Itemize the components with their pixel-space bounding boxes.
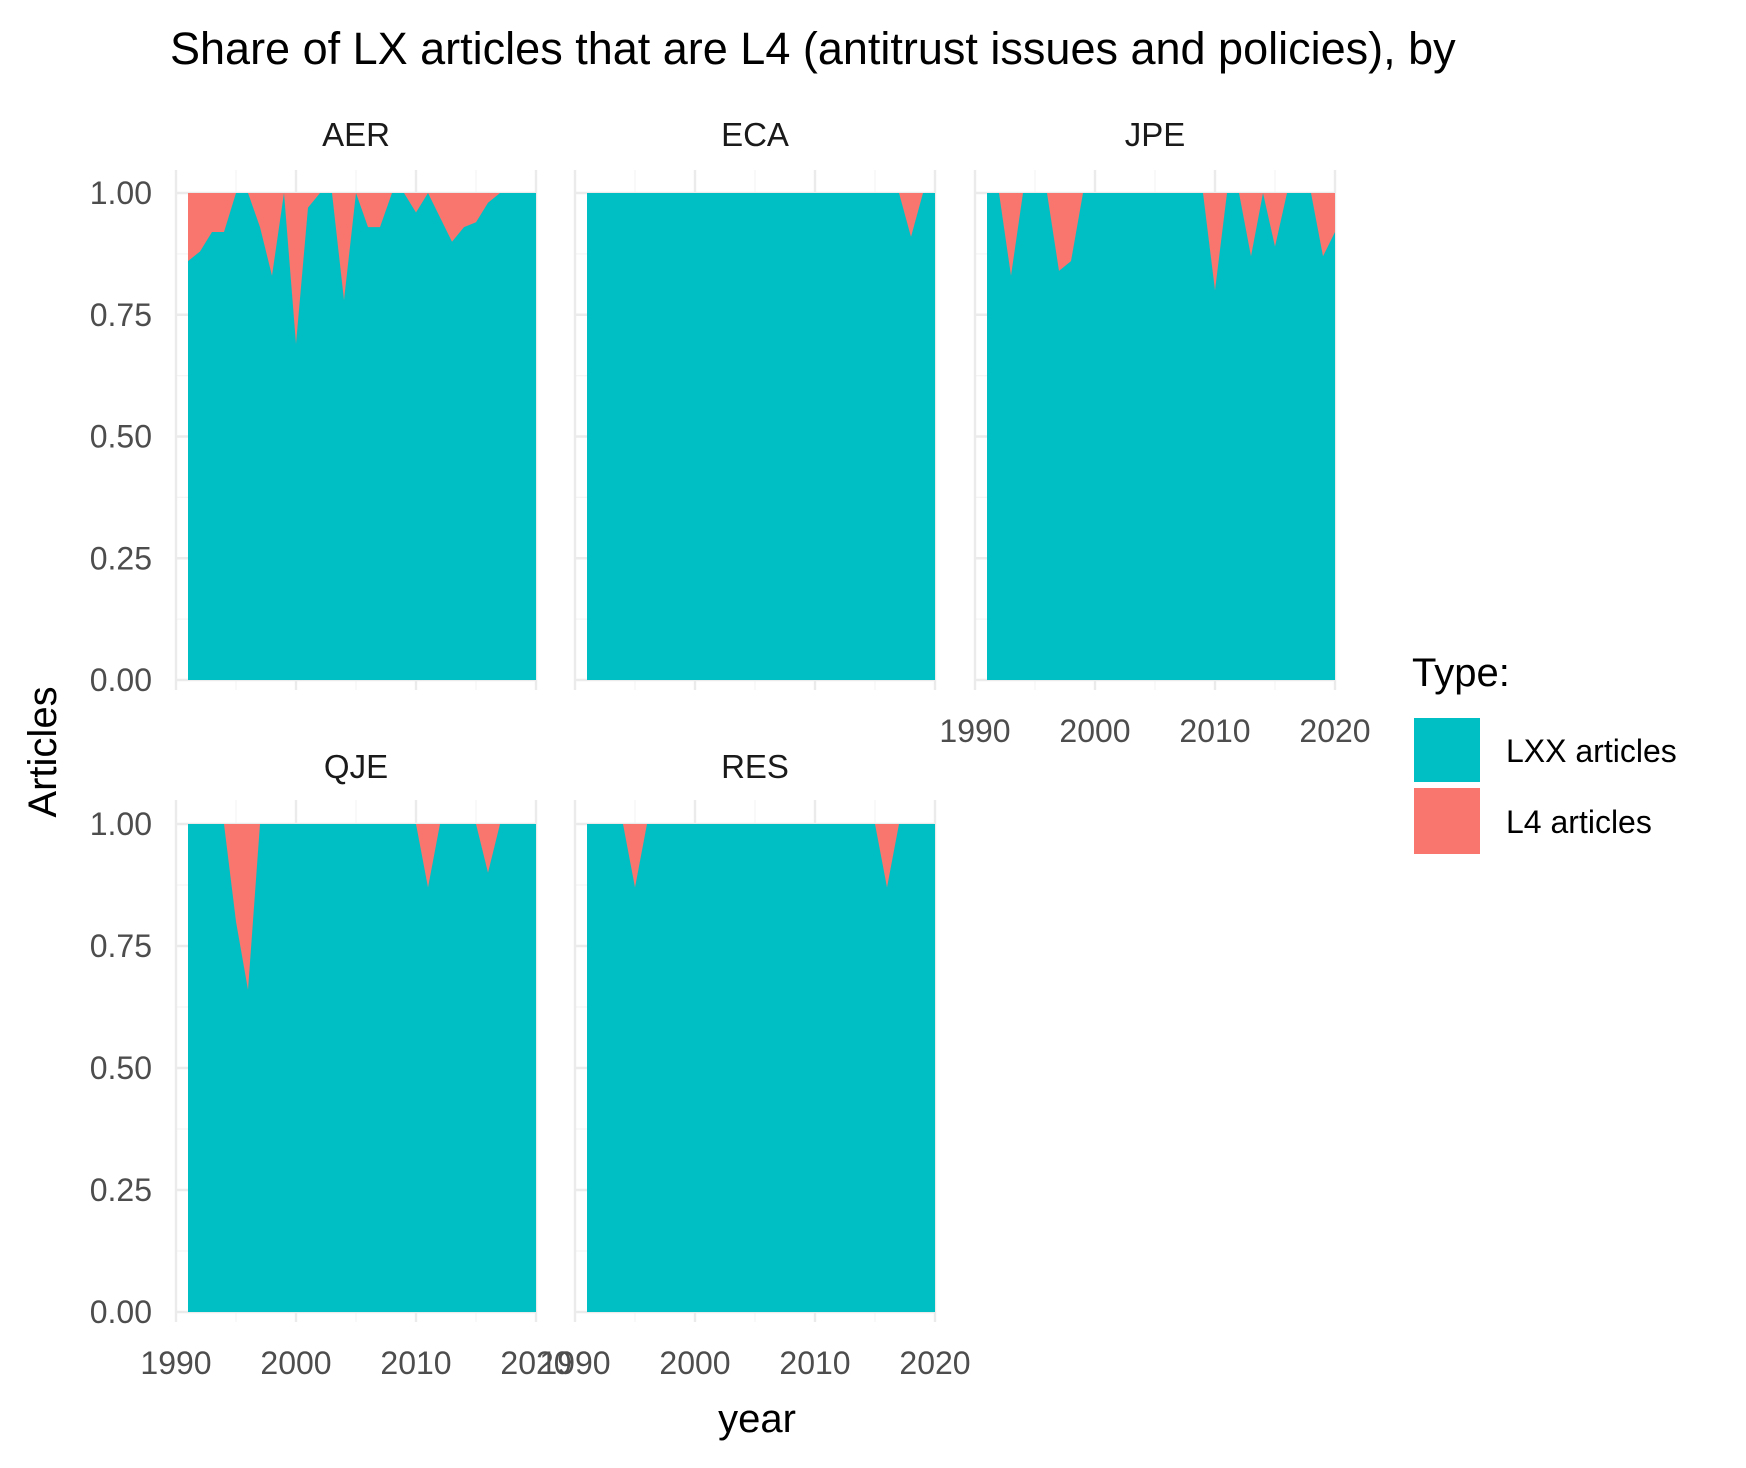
x-tick-label: 2000	[1059, 713, 1130, 749]
legend-key-lxx	[1414, 718, 1480, 782]
y-axis-title: Articles	[21, 686, 65, 817]
facet-strip-label: AER	[322, 116, 390, 153]
y-tick-label: 0.25	[90, 540, 152, 576]
area-lxx-articles	[188, 193, 536, 680]
legend: Type: LXX articles L4 articles	[1412, 651, 1677, 854]
legend-key-l4	[1414, 788, 1480, 854]
x-tick-label: 2020	[500, 1345, 571, 1381]
facet-strip-label: RES	[721, 748, 789, 785]
axis-labels: 0.00 0.25 0.50 0.75 1.00 1990 2000 2010 2020 0.00…	[90, 175, 1371, 1381]
area-lxx-articles	[987, 193, 1335, 680]
y-tick-label: 0.75	[90, 928, 152, 964]
x-tick-label: 2000	[659, 1345, 730, 1381]
x-axis-title: year	[718, 1397, 796, 1441]
facet-panel-res: RES	[573, 748, 937, 1322]
facet-panel-eca: ECA	[573, 116, 937, 690]
area-lxx-articles	[188, 824, 536, 1312]
y-tick-label: 0.75	[90, 297, 152, 333]
x-tick-label: 2000	[260, 1345, 331, 1381]
facet-panel-aer: AER	[174, 116, 538, 690]
chart-title: Share of LX articles that are L4 (antitr…	[170, 23, 1456, 74]
x-tick-label: 2010	[1179, 713, 1250, 749]
x-tick-label: 2020	[899, 1345, 970, 1381]
area-lxx-articles	[587, 193, 935, 680]
legend-label-l4: L4 articles	[1506, 804, 1652, 840]
y-tick-label: 0.00	[90, 662, 152, 698]
legend-label-lxx: LXX articles	[1506, 733, 1677, 769]
facet-strip-label: QJE	[324, 748, 388, 785]
x-tick-label: 1990	[140, 1345, 211, 1381]
facet-panels: AER ECA JPE QJE RES	[174, 116, 1337, 1322]
area-lxx-articles	[587, 824, 935, 1312]
facet-panel-qje: QJE	[174, 748, 538, 1322]
y-tick-label: 1.00	[90, 806, 152, 842]
x-tick-label: 2020	[1299, 713, 1370, 749]
facet-panel-jpe: JPE	[973, 116, 1337, 690]
facet-strip-label: ECA	[721, 116, 789, 153]
y-tick-label: 0.25	[90, 1172, 152, 1208]
y-tick-label: 1.00	[90, 175, 152, 211]
x-tick-label: 2010	[380, 1345, 451, 1381]
x-tick-label: 1990	[539, 1345, 610, 1381]
y-tick-label: 0.50	[90, 419, 152, 455]
y-tick-label: 0.00	[90, 1294, 152, 1330]
x-tick-label: 2010	[779, 1345, 850, 1381]
facet-strip-label: JPE	[1125, 116, 1186, 153]
y-tick-label: 0.50	[90, 1050, 152, 1086]
x-tick-label: 1990	[939, 713, 1010, 749]
legend-title: Type:	[1412, 651, 1510, 695]
